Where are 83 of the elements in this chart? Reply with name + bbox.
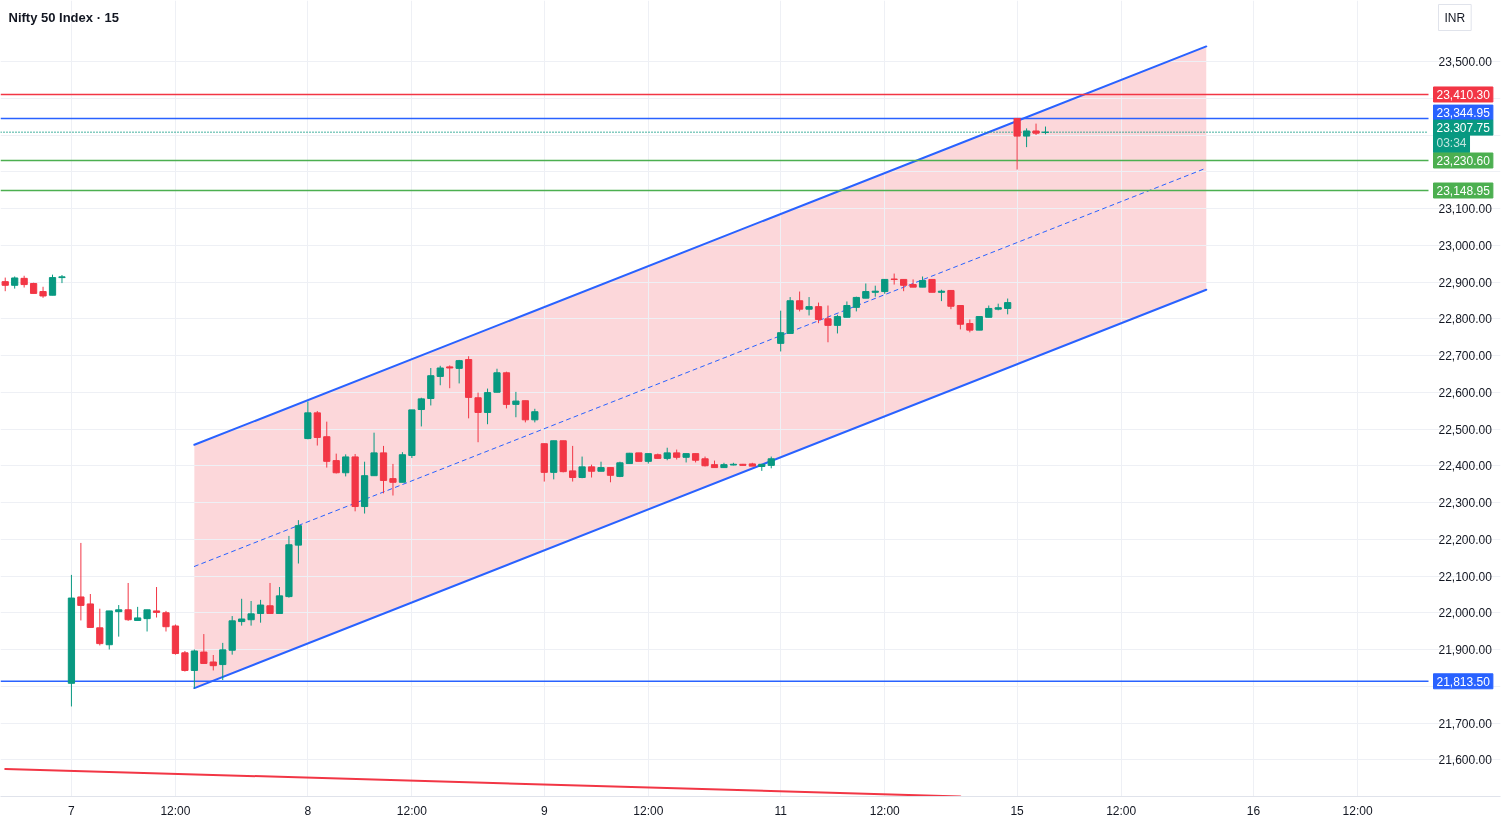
candlestick — [483, 388, 492, 425]
y-tick-label: 22,600.00 — [1438, 385, 1493, 400]
candlestick — [427, 367, 435, 406]
ref-line-label: 23,230.60 — [1436, 154, 1491, 169]
y-tick-label: 23,100.00 — [1438, 202, 1493, 216]
candlestick — [256, 599, 265, 624]
candlestick — [247, 600, 255, 627]
y-axis-title: INR — [1444, 10, 1466, 25]
candlestick — [181, 650, 189, 673]
candlestick — [833, 314, 842, 334]
y-tick-label: 22,000.00 — [1438, 606, 1493, 621]
candlestick — [48, 274, 57, 296]
x-tick-label: 7 — [68, 803, 76, 818]
candlestick — [275, 586, 284, 614]
y-tick-label: 22,100.00 — [1438, 569, 1493, 584]
candlestick — [569, 445, 577, 483]
x-tick-label: 16 — [1246, 803, 1261, 818]
candlestick — [152, 586, 161, 619]
candlestick — [115, 604, 123, 638]
y-tick-label: 22,500.00 — [1438, 422, 1493, 437]
x-tick-label: 12:00 — [160, 803, 191, 818]
candlestick — [814, 302, 823, 324]
x-tick-label: 12:00 — [633, 803, 664, 818]
y-tick-label: 23,500.00 — [1438, 55, 1493, 69]
candlestick — [342, 453, 350, 477]
x-tick-label: 12:00 — [1342, 803, 1373, 818]
y-tick-label: 21,700.00 — [1438, 716, 1493, 731]
y-tick-label: 22,400.00 — [1438, 459, 1493, 474]
candlestick — [805, 296, 813, 316]
candlestick — [521, 400, 529, 423]
x-tick-label: 12:00 — [396, 803, 428, 818]
candlestick — [795, 291, 804, 312]
candlestick — [124, 582, 132, 622]
candlestick — [219, 642, 227, 681]
x-tick-label: 15 — [1010, 803, 1025, 818]
ref-line-label: 23,307.75 — [1436, 121, 1491, 136]
y-tick-label: 21,900.00 — [1438, 643, 1493, 657]
candlestick — [238, 598, 246, 627]
candlestick — [947, 289, 955, 310]
y-tick-label: 21,600.00 — [1438, 753, 1493, 768]
candlestick — [86, 593, 94, 628]
ref-line-label: 23,148.95 — [1436, 184, 1491, 199]
ref-line-label: 21,813.50 — [1436, 674, 1491, 689]
candlestick — [370, 432, 378, 477]
candlestick — [956, 305, 964, 330]
text: Nifty 50 Index · 15 — [8, 10, 120, 25]
candlestick — [1013, 117, 1021, 171]
ref-line-label: 23,410.30 — [1436, 87, 1491, 102]
candlestick — [512, 391, 520, 418]
candlestick — [162, 610, 170, 632]
candlestick — [294, 519, 303, 565]
y-tick-label: 22,300.00 — [1438, 496, 1493, 510]
candlestick — [474, 392, 482, 443]
candlestick — [77, 542, 85, 621]
candlestick — [58, 274, 66, 284]
ref-line-label: 23,344.95 — [1436, 106, 1491, 121]
candlestick — [190, 649, 198, 689]
text: 03:34 — [1436, 135, 1467, 150]
candlestick — [436, 365, 444, 386]
x-tick-label: 12:00 — [1106, 803, 1137, 818]
x-tick-label: 8 — [304, 803, 312, 818]
y-tick-label: 22,800.00 — [1438, 312, 1493, 327]
candlestick — [777, 310, 785, 352]
candlestick — [493, 368, 501, 393]
x-tick-label: 9 — [540, 803, 548, 818]
y-tick-label: 23,000.00 — [1438, 238, 1493, 253]
candlestick — [909, 278, 917, 288]
candlestick — [1032, 123, 1040, 136]
candlestick — [597, 461, 605, 472]
candlestick — [143, 609, 151, 632]
candlestick — [417, 397, 425, 427]
candlestick — [39, 286, 47, 299]
candlestick — [266, 582, 274, 614]
y-tick-label: 22,700.00 — [1438, 349, 1493, 363]
x-tick-label: 11 — [774, 803, 788, 818]
candlestick — [446, 364, 454, 389]
y-tick-label: 22,200.00 — [1438, 532, 1493, 547]
candlestick — [200, 633, 208, 664]
candlestick — [824, 305, 832, 343]
x-tick-label: 12:00 — [869, 803, 901, 818]
candlestick — [96, 608, 104, 646]
y-tick-label: 22,900.00 — [1438, 275, 1493, 290]
candlestick — [389, 463, 397, 497]
